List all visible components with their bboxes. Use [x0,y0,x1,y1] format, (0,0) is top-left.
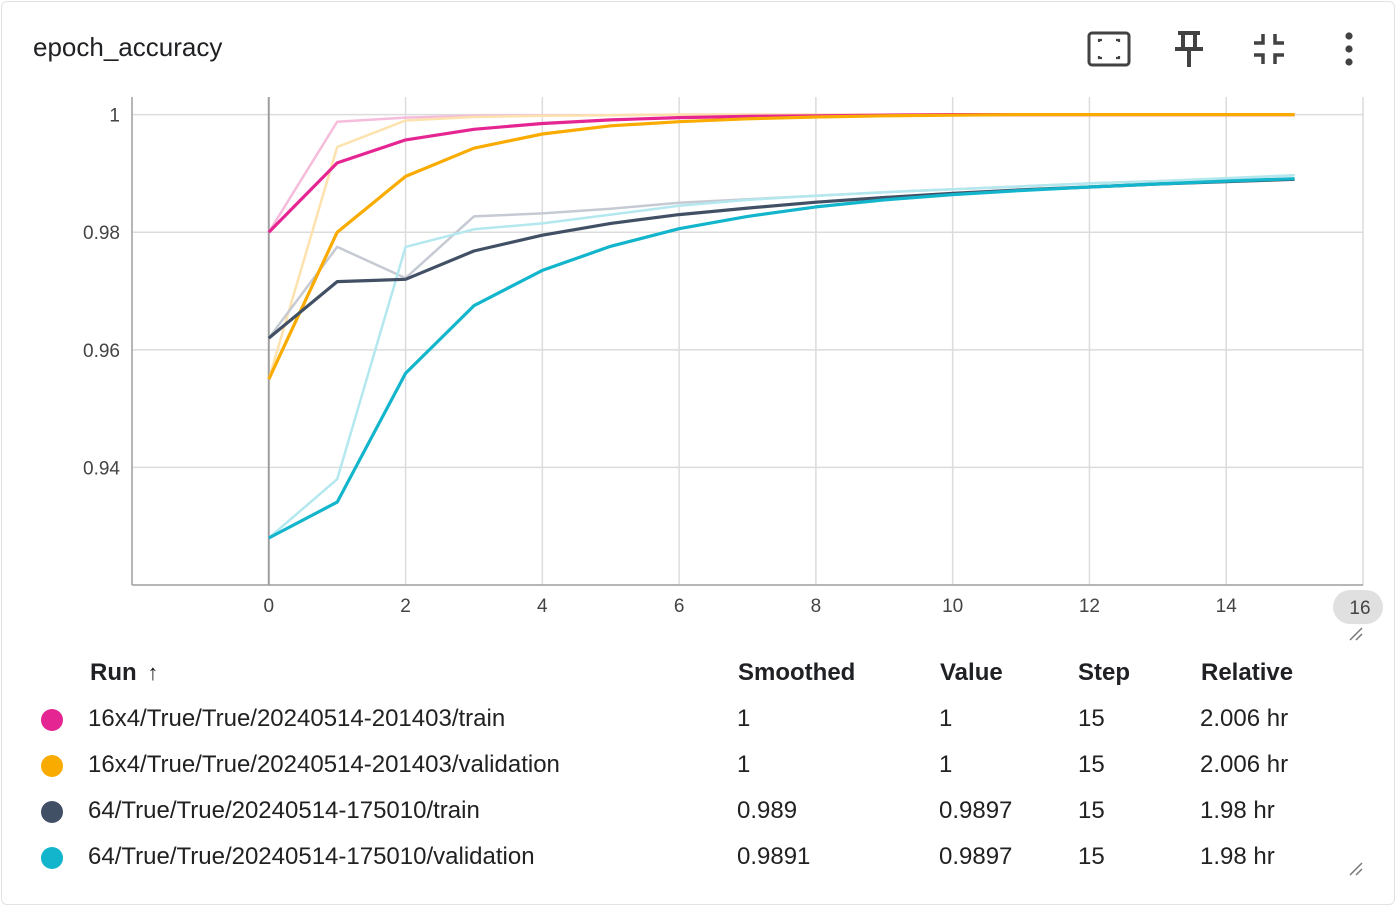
raw-value: 0.9897 [939,843,1013,870]
series-smoothed-line [267,112,1295,380]
y-tick-label: 0.94 [83,458,120,479]
series-smoothed-line [267,177,1295,340]
step-value: 15 [1078,705,1105,732]
raw-value: 1 [939,705,953,732]
x-tick-label: 6 [674,596,685,617]
run-color-swatch[interactable] [41,801,63,823]
x-tick-label: 14 [1216,596,1238,617]
x-max-badge: 16 [1349,598,1370,619]
x-max-badge-bg [1333,590,1383,624]
raw-value: 0.9897 [939,797,1013,824]
series-raw-line [267,173,1295,539]
smoothed-column-header: Smoothed [738,659,856,686]
value-column-header: Value [940,659,1003,686]
pin-icon[interactable] [1166,26,1212,72]
run-name: 64/True/True/20240514-175010/train [88,797,480,824]
run-color-swatch[interactable] [41,755,63,777]
series-smoothed-line [268,177,1295,540]
smoothed-value: 0.9891 [737,843,811,870]
series-raw-line [267,113,1295,233]
run-column-header[interactable]: Run ↑ [90,651,158,695]
run-table-header: Run ↑ Smoothed Value Step Relative [0,651,1397,695]
series-raw-line [267,173,1295,339]
series-raw-line [267,113,1295,380]
y-tick-label: 1 [109,106,120,127]
collapse-icon[interactable] [1246,26,1292,72]
x-tick-label: 8 [811,596,822,617]
step-value: 15 [1078,797,1105,824]
table-resize-handle[interactable] [1347,860,1365,878]
x-tick-label: 2 [400,596,411,617]
smoothed-value: 0.989 [737,797,798,824]
raw-value: 1 [939,751,953,778]
table-row[interactable]: 64/True/True/20240514-175010/validation 0… [0,835,1397,879]
table-row[interactable]: 16x4/True/True/20240514-201403/train 1 1 15… [0,697,1397,741]
table-row[interactable]: 64/True/True/20240514-175010/train 0.989 0… [0,789,1397,833]
step-column-header: Step [1078,659,1131,686]
card-title: epoch_accuracy [33,32,223,62]
smoothed-value: 1 [737,705,751,732]
run-name: 16x4/True/True/20240514-201403/validatio… [88,751,560,778]
run-color-swatch[interactable] [41,847,63,869]
series-smoothed-line [267,112,1295,234]
x-tick-label: 0 [263,596,274,617]
relative-column-header: Relative [1201,659,1294,686]
step-value: 15 [1078,751,1105,778]
relative-time: 2.006 hr [1200,751,1289,778]
run-color-swatch[interactable] [41,709,63,731]
x-tick-label: 12 [1079,596,1100,617]
run-name: 16x4/True/True/20240514-201403/train [88,705,506,732]
step-value: 15 [1078,843,1105,870]
x-tick-label: 10 [942,596,963,617]
chart-resize-handle[interactable] [1347,625,1365,643]
y-tick-label: 0.96 [83,341,120,362]
run-header-label: Run [90,659,137,686]
run-name: 64/True/True/20240514-175010/validation [88,843,535,870]
smoothed-value: 1 [737,751,751,778]
y-tick-label: 0.98 [83,223,120,244]
fit-domain-icon[interactable] [1086,26,1132,72]
relative-time: 1.98 hr [1200,843,1275,870]
sort-arrow-icon[interactable]: ↑ [147,660,159,685]
relative-time: 2.006 hr [1200,705,1289,732]
more-vert-icon[interactable] [1326,26,1372,72]
table-row[interactable]: 16x4/True/True/20240514-201403/validatio… [0,743,1397,787]
x-tick-label: 4 [537,596,548,617]
relative-time: 1.98 hr [1200,797,1275,824]
